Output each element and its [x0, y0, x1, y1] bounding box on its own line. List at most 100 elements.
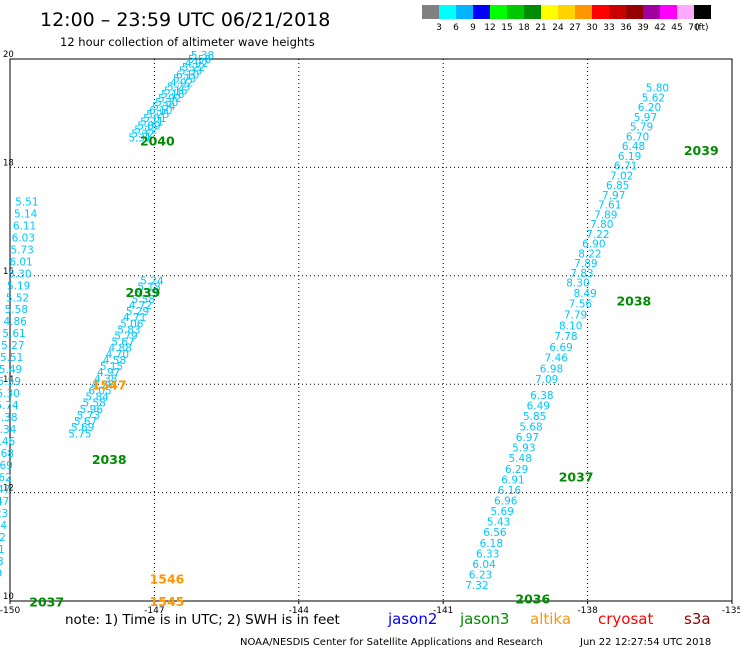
- wave-height-value: 5.48: [509, 453, 532, 465]
- wave-height-value: 6.20: [638, 102, 661, 114]
- legend-swatch: [524, 5, 541, 19]
- wave-height-value: 8.10: [559, 320, 582, 332]
- footer-credit: NOAA/NESDIS Center for Satellite Applica…: [240, 637, 543, 648]
- legend-swatch: [660, 5, 677, 19]
- wave-height-value: 6.97: [516, 432, 539, 444]
- pass-time-label: 2038: [92, 452, 127, 467]
- wave-height-value: 6.10: [176, 70, 199, 82]
- wave-height-value: 4.38: [94, 373, 117, 385]
- pass-time-label: 2039: [684, 143, 719, 158]
- wave-height-value: 6.04: [472, 559, 496, 571]
- wave-height-value: 5.15: [100, 361, 123, 373]
- legend-tick-label: 18: [518, 23, 530, 33]
- legend-swatch: [541, 5, 558, 19]
- pass-time-label: 2037: [559, 469, 594, 484]
- wave-height-value: 6.96: [494, 496, 518, 508]
- wave-height-value: 6.01: [9, 256, 32, 268]
- page-subtitle: 12 hour collection of altimeter wave hei…: [60, 35, 315, 49]
- wave-height-value: 5.68: [519, 422, 542, 434]
- wave-height-value: 6.29: [505, 464, 528, 476]
- wave-height-value: 5.18: [161, 89, 184, 101]
- wave-height-value: 5.22: [134, 125, 157, 137]
- wave-height-value: 5.73: [173, 74, 196, 86]
- wave-height-value: 5.16: [164, 85, 188, 97]
- y-tick-label: 12: [3, 484, 14, 494]
- color-legend: 3 6 9 12 15 18 21 24 27 30 33 36 39 42 45 70(ft): [422, 5, 711, 33]
- legend-swatch: [473, 5, 490, 19]
- satellite-legend: jason2 jason3 altika cryosat s3a: [387, 610, 711, 628]
- wave-height-value: 5.25: [146, 109, 169, 121]
- legend-swatch: [422, 5, 439, 19]
- wave-height-value: 5.38: [0, 412, 18, 424]
- wave-height-value: 5.67: [111, 337, 134, 349]
- wave-height-value: 6.49: [527, 400, 550, 412]
- legend-swatch: [490, 5, 507, 19]
- wave-height-value: 6.42: [0, 532, 6, 544]
- legend-tick-label: 33: [603, 23, 614, 33]
- x-tick-label: -135: [722, 606, 740, 616]
- legend-swatch: [626, 5, 643, 19]
- wave-height-value: 5.23: [0, 508, 8, 520]
- wave-height-value: 5.31: [128, 132, 151, 144]
- pass-time-label: 2037: [29, 595, 64, 610]
- wave-height-value: 6.91: [501, 474, 524, 486]
- wave-height-value: 7.09: [535, 374, 558, 386]
- wave-height-value: 5.23: [167, 81, 190, 93]
- wave-height-value: 6.56: [483, 527, 507, 539]
- wave-height-value: 5.83: [117, 324, 140, 336]
- wave-height-value: 6.16: [498, 485, 522, 497]
- wave-height-value: 5.62: [0, 472, 12, 484]
- legend-unit: (ft): [695, 23, 709, 33]
- legend-tick-label: 42: [654, 23, 665, 33]
- wave-height-value: 7.78: [554, 331, 577, 343]
- wave-height-value: 4.26: [91, 379, 115, 391]
- wave-height-value: 5.01: [143, 113, 166, 125]
- legend-tick-label: 27: [569, 23, 580, 33]
- wave-height-value: 5.34: [152, 101, 176, 113]
- wave-height-value: 7.02: [610, 170, 633, 182]
- wave-height-value: 5.51: [15, 196, 38, 208]
- wave-height-value: 5.46: [0, 436, 16, 448]
- wave-height-value: 5.93: [512, 443, 535, 455]
- pass-time-label: 2038: [616, 293, 651, 308]
- wave-height-value: 5.51: [0, 352, 23, 364]
- legend-tick-label: 30: [586, 23, 598, 33]
- legend-tick-label: 12: [484, 23, 495, 33]
- wave-height-value: 5.47: [0, 496, 9, 508]
- wave-height-value: 6.70: [626, 131, 649, 143]
- wave-height-value: 6.85: [606, 180, 629, 192]
- wave-height-value: 5.97: [634, 112, 657, 124]
- wave-height-value: 4.72: [129, 300, 152, 312]
- y-tick-label: 14: [3, 375, 14, 385]
- wave-height-value: 4.58: [103, 355, 126, 367]
- legend-swatch: [677, 5, 694, 19]
- wave-height-value: 5.19: [7, 280, 30, 292]
- wave-height-value: 8.22: [578, 248, 601, 260]
- wave-height-value: 5.80: [646, 83, 669, 95]
- wave-height-value: 5.62: [642, 92, 665, 104]
- wave-height-value: 8.30: [566, 278, 589, 290]
- pass-time-label: 2036: [515, 591, 550, 606]
- wave-height-value: 6.33: [476, 548, 499, 560]
- wave-height-value: 5.33: [135, 288, 158, 300]
- wave-height-value: 5.84: [85, 392, 109, 404]
- wave-height-value: 5.68: [0, 448, 14, 460]
- wave-height-value: 5.27: [1, 340, 24, 352]
- x-tick-label: -147: [144, 606, 164, 616]
- legend-swatch: [456, 5, 473, 19]
- wave-height-value: 7.80: [590, 219, 613, 231]
- wave-height-value: 4.70: [106, 349, 129, 361]
- wave-height-value: 6.98: [540, 363, 563, 375]
- wave-height-value: 5.22: [182, 62, 205, 74]
- legend-tick-label: 9: [470, 23, 476, 33]
- wave-height-value: 5.32: [131, 128, 154, 140]
- wave-height-value: 7.79: [564, 309, 587, 321]
- wave-height-value: 5.14: [14, 208, 38, 220]
- wave-height-value: 5.69: [71, 422, 94, 434]
- wave-height-value: 5.89: [137, 121, 160, 133]
- satellite-name: jason3: [459, 610, 509, 628]
- wave-height-value: 5.58: [5, 304, 28, 316]
- wave-height-value: 5.18: [137, 282, 160, 294]
- wave-height-value: 5.47: [0, 484, 11, 496]
- wave-height-value: 5.58: [188, 54, 211, 66]
